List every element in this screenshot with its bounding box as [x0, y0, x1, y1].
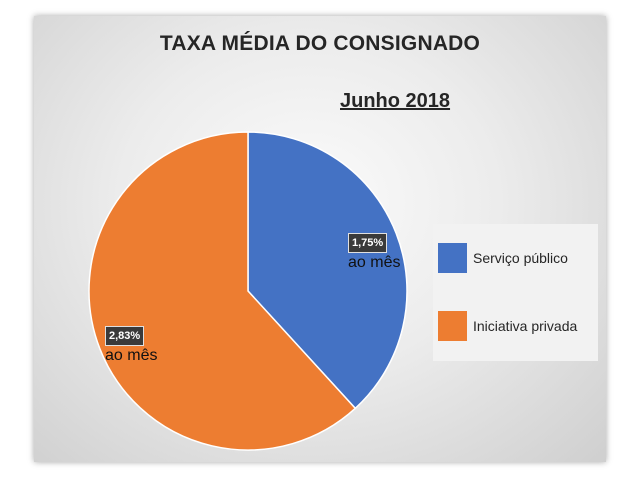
- pie-slice-servico-publico: [247, 131, 408, 410]
- data-label-note: ao mês: [105, 347, 158, 364]
- data-label-iniciativa-privada: 2,83% ao mês: [105, 326, 157, 365]
- chart-subtitle: Junho 2018: [340, 90, 451, 112]
- data-label-value: 2,83%: [105, 326, 145, 346]
- legend-item-servico-publico: Serviço público: [438, 242, 568, 274]
- legend-label: Serviço público: [473, 250, 568, 266]
- data-label-value: 1,75%: [348, 233, 388, 253]
- legend-label: Iniciativa privada: [473, 318, 578, 334]
- pie-slice-iniciativa-privada: [88, 131, 357, 451]
- legend-swatch: [438, 243, 467, 273]
- chart-legend: Serviço público Iniciativa privada: [433, 224, 598, 361]
- chart-area: TAXA MÉDIA DO CONSIGNADO Junho 2018 1,75…: [34, 16, 606, 462]
- pie-chart: [88, 131, 408, 451]
- legend-swatch: [438, 311, 467, 341]
- data-label-note: ao mês: [348, 254, 401, 271]
- legend-item-iniciativa-privada: Iniciativa privada: [438, 310, 577, 342]
- chart-title: TAXA MÉDIA DO CONSIGNADO: [159, 32, 481, 55]
- data-label-servico-publico: 1,75% ao mês: [348, 233, 400, 272]
